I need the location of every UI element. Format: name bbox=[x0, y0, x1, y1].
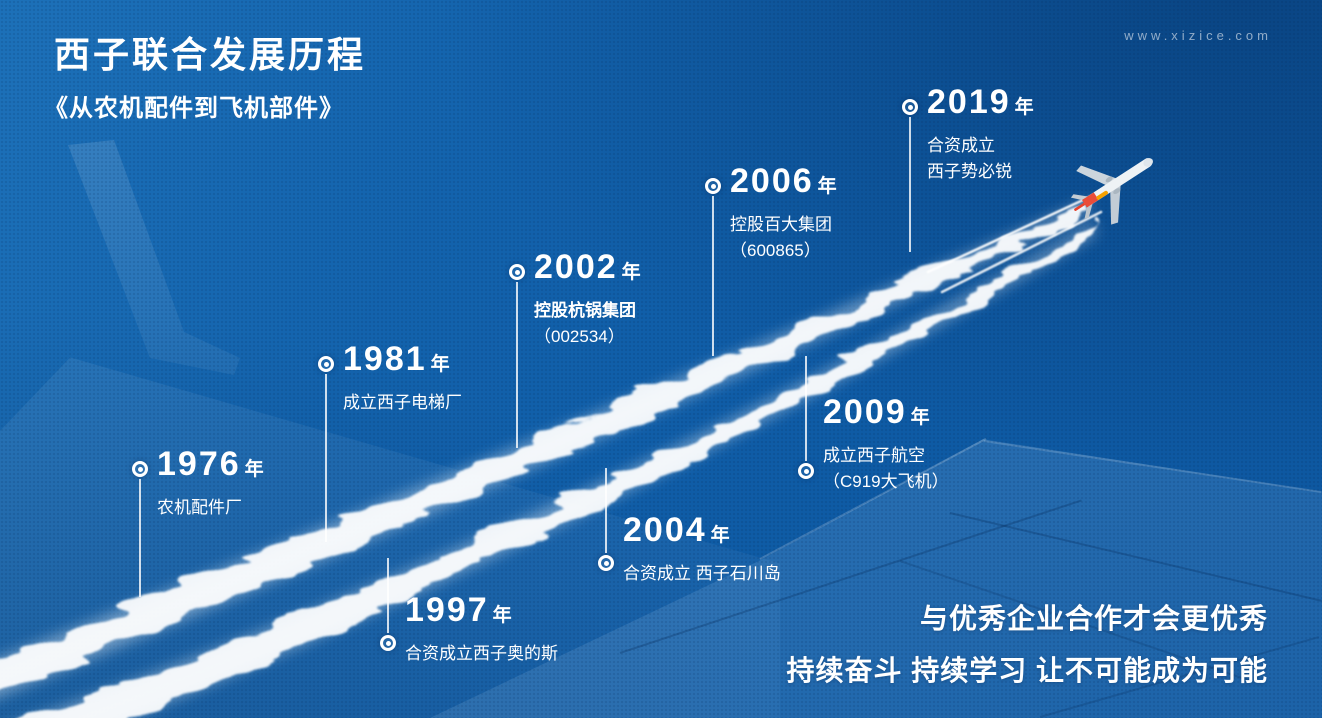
entry-description: 合资成立 西子石川岛 bbox=[623, 564, 781, 583]
timeline-marker-icon bbox=[598, 555, 614, 571]
website-url: www.xizice.com bbox=[1124, 28, 1272, 43]
entry-description: 成立西子电梯厂 bbox=[343, 393, 462, 412]
entry-description: 合资成立 bbox=[927, 136, 995, 155]
timeline-connector-line bbox=[325, 374, 327, 542]
entry-text: 2006 年 控股百大集团 （600865） bbox=[730, 164, 837, 263]
entry-year: 2019 年 bbox=[927, 85, 1034, 125]
marker-dot bbox=[603, 560, 609, 566]
year-suffix: 年 bbox=[1014, 97, 1034, 118]
year-number: 2004 bbox=[623, 511, 707, 549]
timeline-marker-icon bbox=[798, 463, 814, 479]
entry-year: 2004 年 bbox=[623, 513, 781, 553]
entry-text: 1997 年 合资成立西子奥的斯 bbox=[405, 593, 558, 666]
timeline-marker-icon bbox=[380, 635, 396, 651]
entry-text: 1976 年 农机配件厂 bbox=[157, 447, 264, 520]
entry-description: 农机配件厂 bbox=[157, 498, 242, 517]
marker-dot bbox=[803, 468, 809, 474]
entry-year: 2009 年 bbox=[823, 395, 949, 435]
entry-year: 1981 年 bbox=[343, 342, 462, 382]
entry-text: 2019 年 合资成立 西子势必锐 bbox=[927, 85, 1034, 184]
entry-year: 2002 年 bbox=[534, 250, 641, 290]
year-number: 2006 bbox=[730, 162, 814, 200]
entry-description: 成立西子航空 bbox=[823, 446, 925, 465]
entry-description: 西子势必锐 bbox=[927, 162, 1012, 181]
timeline-marker-icon bbox=[132, 461, 148, 477]
header: 西子联合发展历程 《从农机配件到飞机部件》 bbox=[44, 34, 367, 123]
wing-winglet-shape bbox=[68, 140, 240, 375]
year-number: 2009 bbox=[823, 393, 907, 431]
timeline-connector-line bbox=[516, 282, 518, 448]
timeline-marker-icon bbox=[902, 99, 918, 115]
timeline-connector-line bbox=[139, 479, 141, 597]
marker-dot bbox=[907, 104, 913, 110]
page-title: 西子联合发展历程 bbox=[54, 34, 367, 75]
year-number: 2002 bbox=[534, 248, 618, 286]
entry-description: 控股杭锅集团 bbox=[534, 301, 636, 320]
marker-dot bbox=[137, 466, 143, 472]
entry-description: （002534） bbox=[534, 327, 625, 346]
timeline-connector-line bbox=[605, 468, 607, 553]
timeline-marker-icon bbox=[509, 264, 525, 280]
entry-text: 2004 年 合资成立 西子石川岛 bbox=[623, 513, 781, 586]
year-suffix: 年 bbox=[492, 605, 512, 626]
entry-text: 1981 年 成立西子电梯厂 bbox=[343, 342, 462, 415]
year-suffix: 年 bbox=[430, 354, 450, 375]
year-suffix: 年 bbox=[817, 176, 837, 197]
entry-description: （C919大飞机） bbox=[823, 472, 949, 491]
year-number: 1981 bbox=[343, 340, 427, 378]
entry-description: （600865） bbox=[730, 241, 821, 260]
entry-description: 控股百大集团 bbox=[730, 215, 832, 234]
slogan-line-1: 与优秀企业合作才会更优秀 bbox=[919, 603, 1268, 634]
year-number: 2019 bbox=[927, 83, 1011, 121]
marker-dot bbox=[514, 269, 520, 275]
entry-text: 2009 年 成立西子航空 （C919大飞机） bbox=[823, 395, 949, 494]
timeline-connector-line bbox=[909, 117, 911, 252]
year-number: 1997 bbox=[405, 591, 489, 629]
slogan-line-2: 持续奋斗 持续学习 让不可能成为可能 bbox=[786, 655, 1268, 686]
year-suffix: 年 bbox=[710, 525, 730, 546]
entry-year: 1976 年 bbox=[157, 447, 264, 487]
year-suffix: 年 bbox=[910, 407, 930, 428]
page-subtitle: 《从农机配件到飞机部件》 bbox=[44, 95, 344, 122]
year-suffix: 年 bbox=[244, 459, 264, 480]
marker-dot bbox=[323, 361, 329, 367]
entry-year: 2006 年 bbox=[730, 164, 837, 204]
slogan-block: 与优秀企业合作才会更优秀 持续奋斗 持续学习 让不可能成为可能 bbox=[786, 597, 1268, 689]
entry-description: 合资成立西子奥的斯 bbox=[405, 644, 558, 663]
entry-year: 1997 年 bbox=[405, 593, 558, 633]
timeline-marker-icon bbox=[705, 178, 721, 194]
year-suffix: 年 bbox=[621, 262, 641, 283]
timeline-connector-line bbox=[805, 356, 807, 461]
year-number: 1976 bbox=[157, 445, 241, 483]
timeline-connector-line bbox=[387, 558, 389, 633]
entry-text: 2002 年 控股杭锅集团 （002534） bbox=[534, 250, 641, 349]
timeline-connector-line bbox=[712, 196, 714, 356]
timeline-marker-icon bbox=[318, 356, 334, 372]
marker-dot bbox=[385, 640, 391, 646]
marker-dot bbox=[710, 183, 716, 189]
